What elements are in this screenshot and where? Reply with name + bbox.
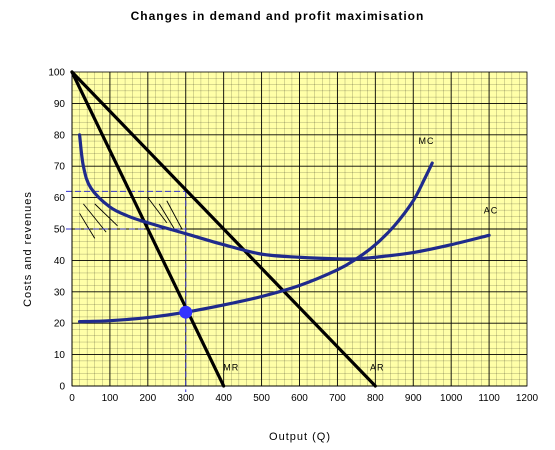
y-tick-label: 100 (48, 68, 65, 79)
x-tick-label: 1000 (440, 393, 463, 404)
hatch-line (147, 197, 168, 223)
y-tick-label: 50 (54, 225, 66, 236)
mr-curve (70, 70, 226, 388)
mr-label: MR (223, 362, 239, 372)
hatch-line (94, 203, 118, 227)
x-tick-label: 500 (253, 393, 270, 404)
x-tick-label: 300 (177, 393, 194, 404)
ac-label: AC (484, 205, 499, 215)
y-axis-label: Costs and revenues (22, 191, 34, 307)
y-tick-label: 60 (54, 193, 66, 204)
x-tick-label: 200 (139, 393, 156, 404)
y-tick-label: 20 (54, 319, 66, 330)
chart-title: Changes in demand and profit maximisatio… (130, 9, 425, 23)
x-tick-label: 700 (329, 393, 346, 404)
mc-curve (77, 161, 434, 324)
hatch-line (79, 213, 96, 239)
y-tick-label: 10 (54, 350, 66, 361)
x-tick-label: 1200 (516, 393, 539, 404)
y-tick-label: 70 (54, 162, 66, 173)
y-tick-label: 40 (54, 256, 66, 267)
x-tick-label: 600 (291, 393, 308, 404)
hatch-line (158, 203, 175, 230)
profit-max-point (179, 305, 193, 319)
ar-label: AR (370, 362, 385, 372)
x-tick-label: 1100 (478, 393, 500, 404)
hatch-line (166, 200, 183, 230)
x-tick-label: 800 (367, 393, 384, 404)
y-tick-label: 0 (59, 382, 65, 393)
y-tick-label: 90 (54, 99, 66, 110)
x-tick-label: 100 (102, 393, 119, 404)
x-tick-label: 400 (215, 393, 232, 404)
x-tick-label: 900 (405, 393, 422, 404)
y-tick-label: 30 (54, 287, 66, 298)
hatch-line (83, 203, 107, 233)
x-axis-label: Output (Q) (269, 431, 331, 443)
mc-label: MC (419, 136, 435, 146)
ac-curve (77, 133, 491, 261)
ar-curve (70, 70, 377, 388)
y-tick-label: 80 (54, 130, 66, 141)
x-tick-label: 0 (69, 393, 75, 404)
